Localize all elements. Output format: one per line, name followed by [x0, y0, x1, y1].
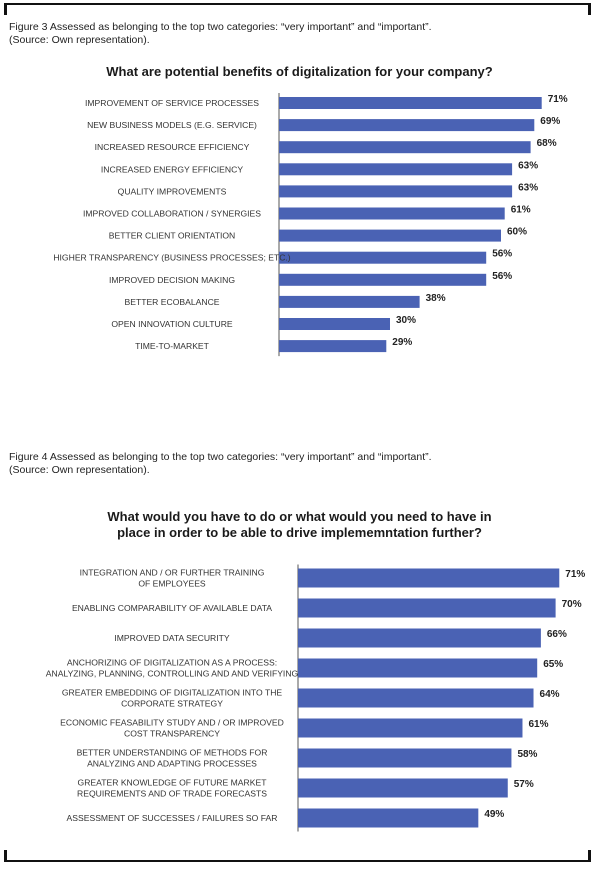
category-label: BETTER CLIENT ORIENTATION [109, 231, 236, 241]
value-label: 69% [540, 116, 560, 127]
category-label: INCREASED ENERGY EFFICIENCY [101, 164, 243, 174]
value-label: 66% [547, 629, 567, 640]
value-label: 63% [518, 160, 538, 171]
bar [279, 119, 535, 132]
value-label: 57% [514, 779, 534, 790]
bar [298, 778, 508, 798]
value-label: 63% [518, 182, 538, 193]
bar [298, 808, 479, 828]
bar [279, 340, 387, 353]
bar [298, 688, 534, 708]
frame-bottom-right [588, 850, 591, 862]
value-label: 58% [517, 749, 537, 760]
bar [279, 207, 505, 220]
bar [279, 273, 487, 286]
bar [279, 295, 420, 308]
value-label: 71% [565, 569, 585, 580]
figure-4-caption: Figure 4 Assessed as belonging to the to… [9, 451, 432, 477]
chart-2-title-line-2: place in order to be able to drive imple… [117, 525, 482, 540]
bar [298, 748, 512, 768]
figure-3-caption-line-2: (Source: Own representation). [9, 34, 150, 46]
value-label: 56% [492, 271, 512, 282]
category-label: COST TRANSPARENCY [124, 729, 220, 739]
category-label: ANALYZING AND ADAPTING PROCESSES [87, 759, 257, 769]
bar [279, 229, 501, 242]
bar [279, 318, 390, 330]
value-label: 56% [492, 249, 512, 260]
bar [298, 658, 538, 678]
chart-1-plot: IMPROVEMENT OF SERVICE PROCESSES 71% NEW B… [53, 93, 568, 357]
value-label: 49% [484, 809, 504, 820]
figure-4-caption-line-1: Figure 4 Assessed as belonging to the to… [9, 451, 432, 463]
category-label: GREATER EMBEDDING OF DIGITALIZATION INTO… [62, 688, 283, 698]
value-label: 30% [396, 315, 416, 326]
frame-bottom-line [4, 860, 591, 862]
value-label: 71% [548, 94, 568, 105]
frame-bottom-left [4, 850, 7, 862]
category-label: BETTER UNDERSTANDING OF METHODS FOR [77, 748, 268, 758]
category-label: OPEN INNOVATION CULTURE [111, 319, 233, 329]
value-label: 65% [543, 659, 563, 670]
chart-2-title: What would you have to do or what would … [0, 509, 599, 541]
bar [298, 598, 556, 618]
bar [279, 163, 513, 176]
value-label: 60% [507, 227, 527, 238]
figure-3-caption-line-1: Figure 3 Assessed as belonging to the to… [9, 21, 432, 33]
category-label: ANALYZING, PLANNING, CONTROLLING AND AND… [46, 669, 299, 679]
figure-3-caption: Figure 3 Assessed as belonging to the to… [9, 21, 432, 47]
category-label: ASSESSMENT OF SUCCESSES / FAILURES SO FA… [67, 813, 278, 823]
chart-1-title: What are potential benefits of digitaliz… [106, 64, 493, 79]
category-label: IMPROVED COLLABORATION / SYNERGIES [83, 209, 261, 219]
category-label: IMPROVED DATA SECURITY [114, 633, 230, 643]
value-label: 61% [511, 205, 531, 216]
value-label: 68% [537, 138, 557, 149]
category-label: INCREASED RESOURCE EFFICIENCY [95, 142, 250, 152]
bar [298, 628, 541, 648]
chart-2-title-line-1: What would you have to do or what would … [107, 509, 492, 524]
category-label: ENABLING COMPARABILITY OF AVAILABLE DATA [72, 603, 272, 613]
value-label: 38% [426, 293, 446, 304]
category-label: TIME-TO-MARKET [135, 341, 210, 351]
value-label: 61% [528, 719, 548, 730]
category-label: REQUIREMENTS AND OF TRADE FORECASTS [77, 789, 267, 799]
bar [279, 185, 513, 198]
category-label: IMPROVEMENT OF SERVICE PROCESSES [85, 98, 259, 108]
value-label: 29% [392, 337, 412, 348]
category-label: OF EMPLOYEES [138, 579, 206, 589]
frame-top-right [588, 3, 591, 15]
bar [298, 568, 560, 588]
bar [279, 251, 487, 264]
category-label: ANCHORIZING OF DIGITALIZATION AS A PROCE… [67, 658, 277, 668]
value-label: 64% [540, 689, 560, 700]
frame-top-line [4, 3, 591, 5]
category-label: GREATER KNOWLEDGE OF FUTURE MARKET [78, 778, 268, 788]
category-label: CORPORATE STRATEGY [121, 699, 223, 709]
frame-top-left [4, 3, 7, 15]
category-label: BETTER ECOBALANCE [124, 297, 219, 307]
category-label: INTEGRATION AND / OR FURTHER TRAINING [80, 568, 265, 578]
category-label: QUALITY IMPROVEMENTS [118, 186, 227, 196]
bar [298, 718, 523, 738]
category-label: HIGHER TRANSPARENCY (BUSINESS PROCESSES;… [53, 253, 290, 263]
figure-4-caption-line-2: (Source: Own representation). [9, 464, 150, 476]
category-label: ECONOMIC FEASABILITY STUDY AND / OR IMPR… [60, 718, 284, 728]
bar [279, 141, 531, 154]
category-label: NEW BUSINESS MODELS (E.G. SERVICE) [87, 120, 257, 130]
category-label: IMPROVED DECISION MAKING [109, 275, 235, 285]
bar [279, 97, 542, 109]
value-label: 70% [562, 599, 582, 610]
chart-2-plot: INTEGRATION AND / OR FURTHER TRAININGOF … [46, 564, 585, 832]
